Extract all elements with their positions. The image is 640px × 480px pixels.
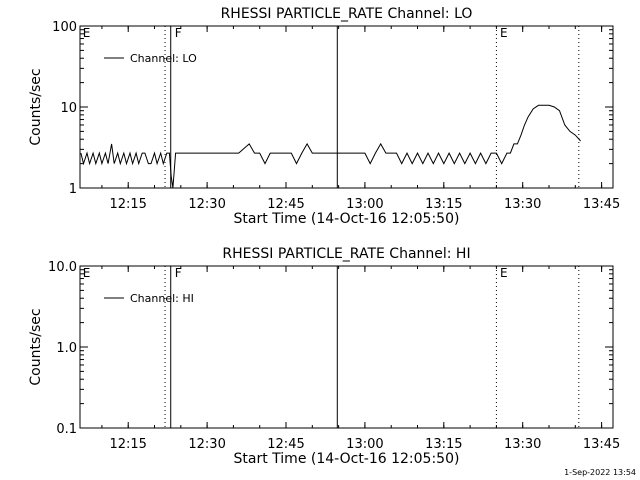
- chart-1-xtick-label: 13:00: [346, 437, 383, 452]
- chart-0-xtick-label: 12:30: [188, 197, 225, 212]
- chart-1-xtick-label: 13:45: [583, 437, 620, 452]
- chart-1-annotation-e: E: [500, 266, 508, 280]
- chart-0-xtick-label: 13:30: [504, 197, 541, 212]
- chart-1-title: RHESSI PARTICLE_RATE Channel: HI: [222, 246, 470, 262]
- chart-1-ytick-label: 10.0: [48, 260, 77, 275]
- chart-0-ytick-label: 100: [52, 20, 77, 35]
- chart-0-annotation-f: F: [175, 26, 182, 40]
- chart-1-annotation-f: F: [175, 266, 182, 280]
- chart-0-y-axis-label: Counts/sec: [28, 68, 44, 145]
- chart-0-xtick-label: 13:45: [583, 197, 620, 212]
- chart-1-y-axis-label: Counts/sec: [28, 308, 44, 385]
- chart-1-x-axis-label: Start Time (14-Oct-16 12:05:50): [234, 451, 460, 467]
- chart-1-panel: RHESSI PARTICLE_RATE Channel: HI 12:15 12:…: [28, 246, 620, 467]
- chart-0-annotation-e: E: [83, 26, 91, 40]
- chart-1-xtick-label: 12:15: [109, 437, 146, 452]
- chart-1-plot-frame: [79, 265, 614, 429]
- chart-0-plot-frame: [79, 25, 614, 189]
- chart-1-ytick-label: 0.1: [56, 422, 77, 437]
- chart-1-xtick-label: 13:15: [425, 437, 462, 452]
- chart-1-ytick-label: 1.0: [56, 341, 77, 356]
- chart-1-xtick-label: 12:30: [188, 437, 225, 452]
- chart-0-xtick-label: 12:15: [109, 197, 146, 212]
- chart-0-xtick-label: 12:45: [267, 197, 304, 212]
- chart-0-xtick-label: 13:15: [425, 197, 462, 212]
- chart-0-annotation-e: E: [500, 26, 508, 40]
- chart-0-x-axis-label: Start Time (14-Oct-16 12:05:50): [234, 211, 460, 227]
- chart-0-xtick-label: 13:00: [346, 197, 383, 212]
- chart-1-legend-label: Channel: HI: [130, 292, 194, 305]
- chart-0-series-line-0: [80, 104, 581, 189]
- footer-date: 1-Sep-2022 13:54: [564, 468, 636, 477]
- chart-0-ytick-label: 1: [69, 182, 77, 197]
- chart-0-ytick-label: 10: [60, 101, 77, 116]
- chart-0-title: RHESSI PARTICLE_RATE Channel: LO: [221, 6, 473, 22]
- chart-1-xtick-label: 13:30: [504, 437, 541, 452]
- chart-1-annotation-e: E: [83, 266, 91, 280]
- chart-1-xtick-label: 12:45: [267, 437, 304, 452]
- chart-0-legend-label: Channel: LO: [130, 52, 197, 65]
- chart-0-panel: RHESSI PARTICLE_RATE Channel: LO 12:15 12:…: [28, 6, 620, 227]
